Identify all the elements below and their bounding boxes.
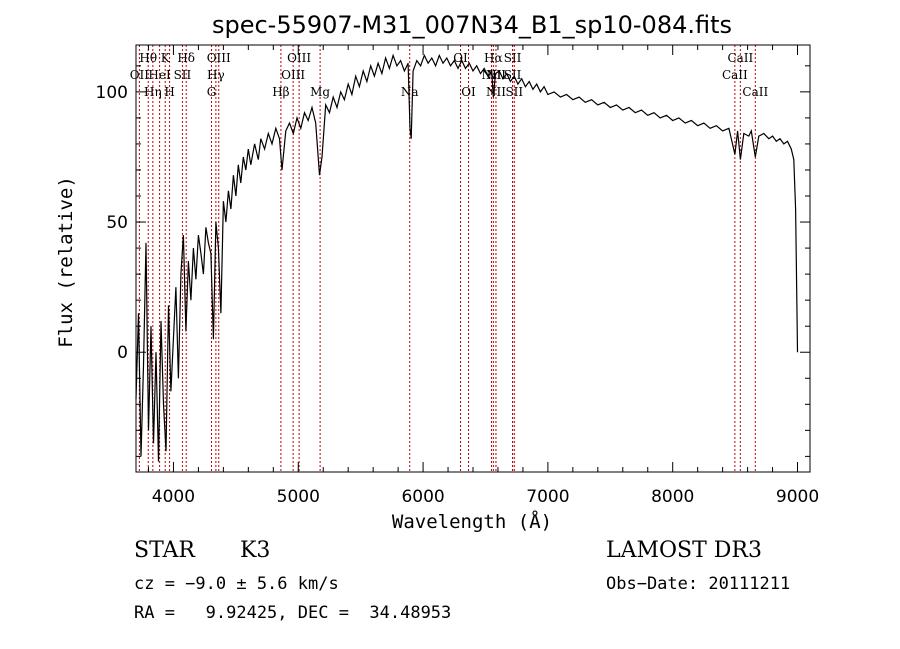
line-marker-label: OI [453,51,468,65]
line-marker-label: Hδ [177,51,195,65]
line-marker-label: HeI [148,68,171,82]
x-tick-label: 8000 [651,487,694,507]
object-subclass: K3 [240,538,271,563]
line-marker-label: NII [486,85,506,99]
y-axis-label: Flux (relative) [55,176,77,348]
line-marker-label: Na [401,85,419,99]
line-marker-label: SII [504,51,522,65]
line-marker-label: Mg [310,85,330,99]
redshift-readout: cz = −9.0 ± 5.6 km/s [134,574,339,594]
x-tick-label: 7000 [526,487,569,507]
line-marker-label: OI [461,85,476,99]
y-tick-label: 100 [96,83,128,103]
line-marker-label: Hα [484,51,503,65]
emission-line-markers [138,45,756,472]
line-marker-label: H [164,85,174,99]
coordinates-readout: RA = 9.92425, DEC = 34.48953 [134,603,452,623]
x-axis-label: Wavelength (Å) [392,510,552,533]
line-marker-label: OII [130,68,150,82]
line-marker-label: CaII [727,51,753,65]
line-marker-label: OIII [281,68,305,82]
object-class: STAR [134,538,195,563]
line-marker-label: Hγ [207,68,225,82]
line-marker-label: K [161,51,171,65]
line-marker-label: SII [505,85,523,99]
survey-name: LAMOST DR3 [606,538,762,563]
line-marker-label: Hθ [139,51,157,65]
line-marker-label: SII [174,68,192,82]
observation-date: Obs−Date: 20111211 [606,574,791,594]
line-marker-label: CaII [742,85,768,99]
y-tick-label: 50 [106,213,128,233]
x-tick-label: 4000 [152,487,195,507]
spectrum-line [135,53,799,462]
x-axis: 4000 5000 6000 7000 8000 9000 [147,45,819,507]
x-tick-label: 9000 [776,487,819,507]
line-marker-label: G [207,85,217,99]
line-marker-label: Hη [144,85,162,99]
plot-frame [135,44,811,473]
line-marker-label: OIII [207,51,231,65]
line-marker-label: CaII [722,68,748,82]
x-tick-label: 6000 [401,487,444,507]
x-tick-label: 5000 [277,487,320,507]
line-marker-label: SII [504,68,522,82]
line-marker-label: Hβ [272,85,289,99]
chart-title: spec-55907-M31_007N34_B1_sp10-084.fits [212,11,732,39]
y-tick-label: 0 [117,343,128,363]
y-axis: 0 50 100 [96,65,810,457]
line-marker-label: OIII [287,51,311,65]
